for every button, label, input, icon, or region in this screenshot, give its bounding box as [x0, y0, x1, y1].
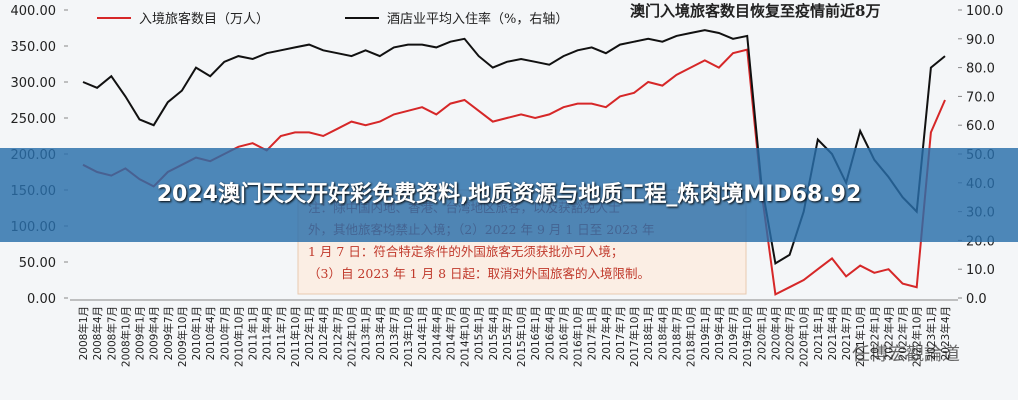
- y2-tick-label: 90.0: [966, 33, 995, 48]
- x-tick-label: 2011年10月: [289, 306, 302, 367]
- x-tick-label: 2019年7月: [727, 306, 740, 360]
- y-tick-label: 300.00: [11, 76, 57, 91]
- x-tick-label: 2022年4月: [882, 306, 895, 360]
- x-tick-label: 2012年1月: [303, 306, 316, 360]
- x-tick-label: 2012年4月: [317, 306, 330, 360]
- x-tick-label: 2023年1月: [925, 306, 938, 360]
- y2-tick-label: 70.0: [966, 90, 995, 105]
- x-tick-label: 2014年10月: [459, 306, 472, 367]
- x-tick-label: 2021年10月: [854, 306, 867, 367]
- y2-tick-label: 60.0: [966, 119, 995, 134]
- y-tick-label: 250.00: [11, 112, 57, 127]
- legend-label: 酒店业平均入住率（%，右轴）: [387, 11, 568, 27]
- note-line: （3）自 2023 年 1 月 8 日起：取消对外国旅客的入境限制。: [308, 266, 650, 281]
- banner: 2024澳门天天开好彩免费资料,地质资源与地质工程_炼肉境MID68.92: [0, 148, 1018, 242]
- x-tick-label: 2008年10月: [119, 306, 132, 367]
- x-tick-label: 2018年7月: [671, 306, 684, 360]
- x-tick-label: 2019年1月: [699, 306, 712, 360]
- x-tick-label: 2013年4月: [374, 306, 387, 360]
- x-tick-label: 2017年4月: [600, 306, 613, 360]
- legend-label: 入境旅客数目（万人）: [139, 11, 269, 27]
- watermark: 任博宏觀論道: [852, 344, 960, 365]
- x-tick-label: 2019年10月: [741, 306, 754, 367]
- y-tick-label: 0.00: [27, 292, 56, 307]
- x-tick-label: 2009年7月: [162, 306, 175, 360]
- x-tick-label: 2011年7月: [275, 306, 288, 360]
- x-tick-label: 2015年4月: [487, 306, 500, 360]
- x-tick-label: 2012年10月: [345, 306, 358, 367]
- x-tick-label: 2008年4月: [91, 306, 104, 360]
- y2-tick-label: 0.0: [966, 292, 987, 307]
- x-tick-label: 2015年7月: [501, 306, 514, 360]
- x-tick-label: 2011年4月: [261, 306, 274, 360]
- x-tick-label: 2020年4月: [769, 306, 782, 360]
- x-tick-label: 2014年1月: [416, 306, 429, 360]
- x-tick-label: 2010年4月: [204, 306, 217, 360]
- x-tick-label: 2018年4月: [656, 306, 669, 360]
- y2-tick-label: 10.0: [966, 263, 995, 278]
- x-tick-label: 2016年4月: [543, 306, 556, 360]
- y-tick-label: 350.00: [11, 40, 57, 55]
- y2-tick-label: 80.0: [966, 62, 995, 77]
- x-tick-label: 2022年1月: [868, 306, 881, 360]
- x-tick-label: 2021年4月: [826, 306, 839, 360]
- x-tick-label: 2009年1月: [134, 306, 147, 360]
- y-tick-label: 50.00: [19, 256, 56, 271]
- x-tick-label: 2020年1月: [755, 306, 768, 360]
- x-tick-label: 2022年7月: [897, 306, 910, 360]
- x-tick-label: 2012年7月: [331, 306, 344, 360]
- x-tick-label: 2017年10月: [628, 306, 641, 367]
- x-tick-label: 2021年1月: [812, 306, 825, 360]
- x-tick-label: 2015年1月: [473, 306, 486, 360]
- x-tick-label: 2014年7月: [444, 306, 457, 360]
- x-tick-label: 2017年1月: [586, 306, 599, 360]
- x-tick-label: 2015年10月: [515, 306, 528, 367]
- x-tick-label: 2016年7月: [557, 306, 570, 360]
- y2-tick-label: 100.0: [966, 4, 1003, 19]
- x-tick-label: 2021年7月: [840, 306, 853, 360]
- x-tick-label: 2022年10月: [911, 306, 924, 367]
- x-tick-label: 2014年4月: [430, 306, 443, 360]
- x-tick-label: 2018年1月: [642, 306, 655, 360]
- chart-title: 澳门入境旅客数目恢复至疫情前近8万: [630, 2, 880, 20]
- x-tick-label: 2017年7月: [614, 306, 627, 360]
- x-tick-label: 2013年10月: [402, 306, 415, 367]
- x-tick-label: 2009年10月: [176, 306, 189, 367]
- x-tick-label: 2010年1月: [190, 306, 203, 360]
- x-tick-label: 2011年1月: [247, 306, 260, 360]
- note-line: 1 月 7 日：符合特定条件的外国旅客无须获批亦可入境；: [308, 244, 623, 259]
- x-tick-label: 2016年10月: [572, 306, 585, 367]
- x-tick-label: 2023年4月: [939, 306, 952, 360]
- x-tick-label: 2019年4月: [713, 306, 726, 360]
- x-tick-label: 2020年7月: [784, 306, 797, 360]
- x-tick-label: 2008年7月: [105, 306, 118, 360]
- x-tick-label: 2016年1月: [529, 306, 542, 360]
- x-tick-label: 2013年7月: [388, 306, 401, 360]
- banner-text: 2024澳门天天开好彩免费资料,地质资源与地质工程_炼肉境MID68.92: [156, 182, 862, 207]
- x-tick-label: 2020年10月: [798, 306, 811, 367]
- x-tick-label: 2013年1月: [360, 306, 373, 360]
- x-tick-label: 2009年4月: [148, 306, 161, 360]
- x-tick-label: 2010年7月: [218, 306, 231, 360]
- x-tick-label: 2008年1月: [77, 306, 90, 360]
- x-tick-label: 2018年10月: [685, 306, 698, 367]
- y-tick-label: 400.00: [11, 4, 57, 19]
- x-tick-label: 2010年10月: [232, 306, 245, 367]
